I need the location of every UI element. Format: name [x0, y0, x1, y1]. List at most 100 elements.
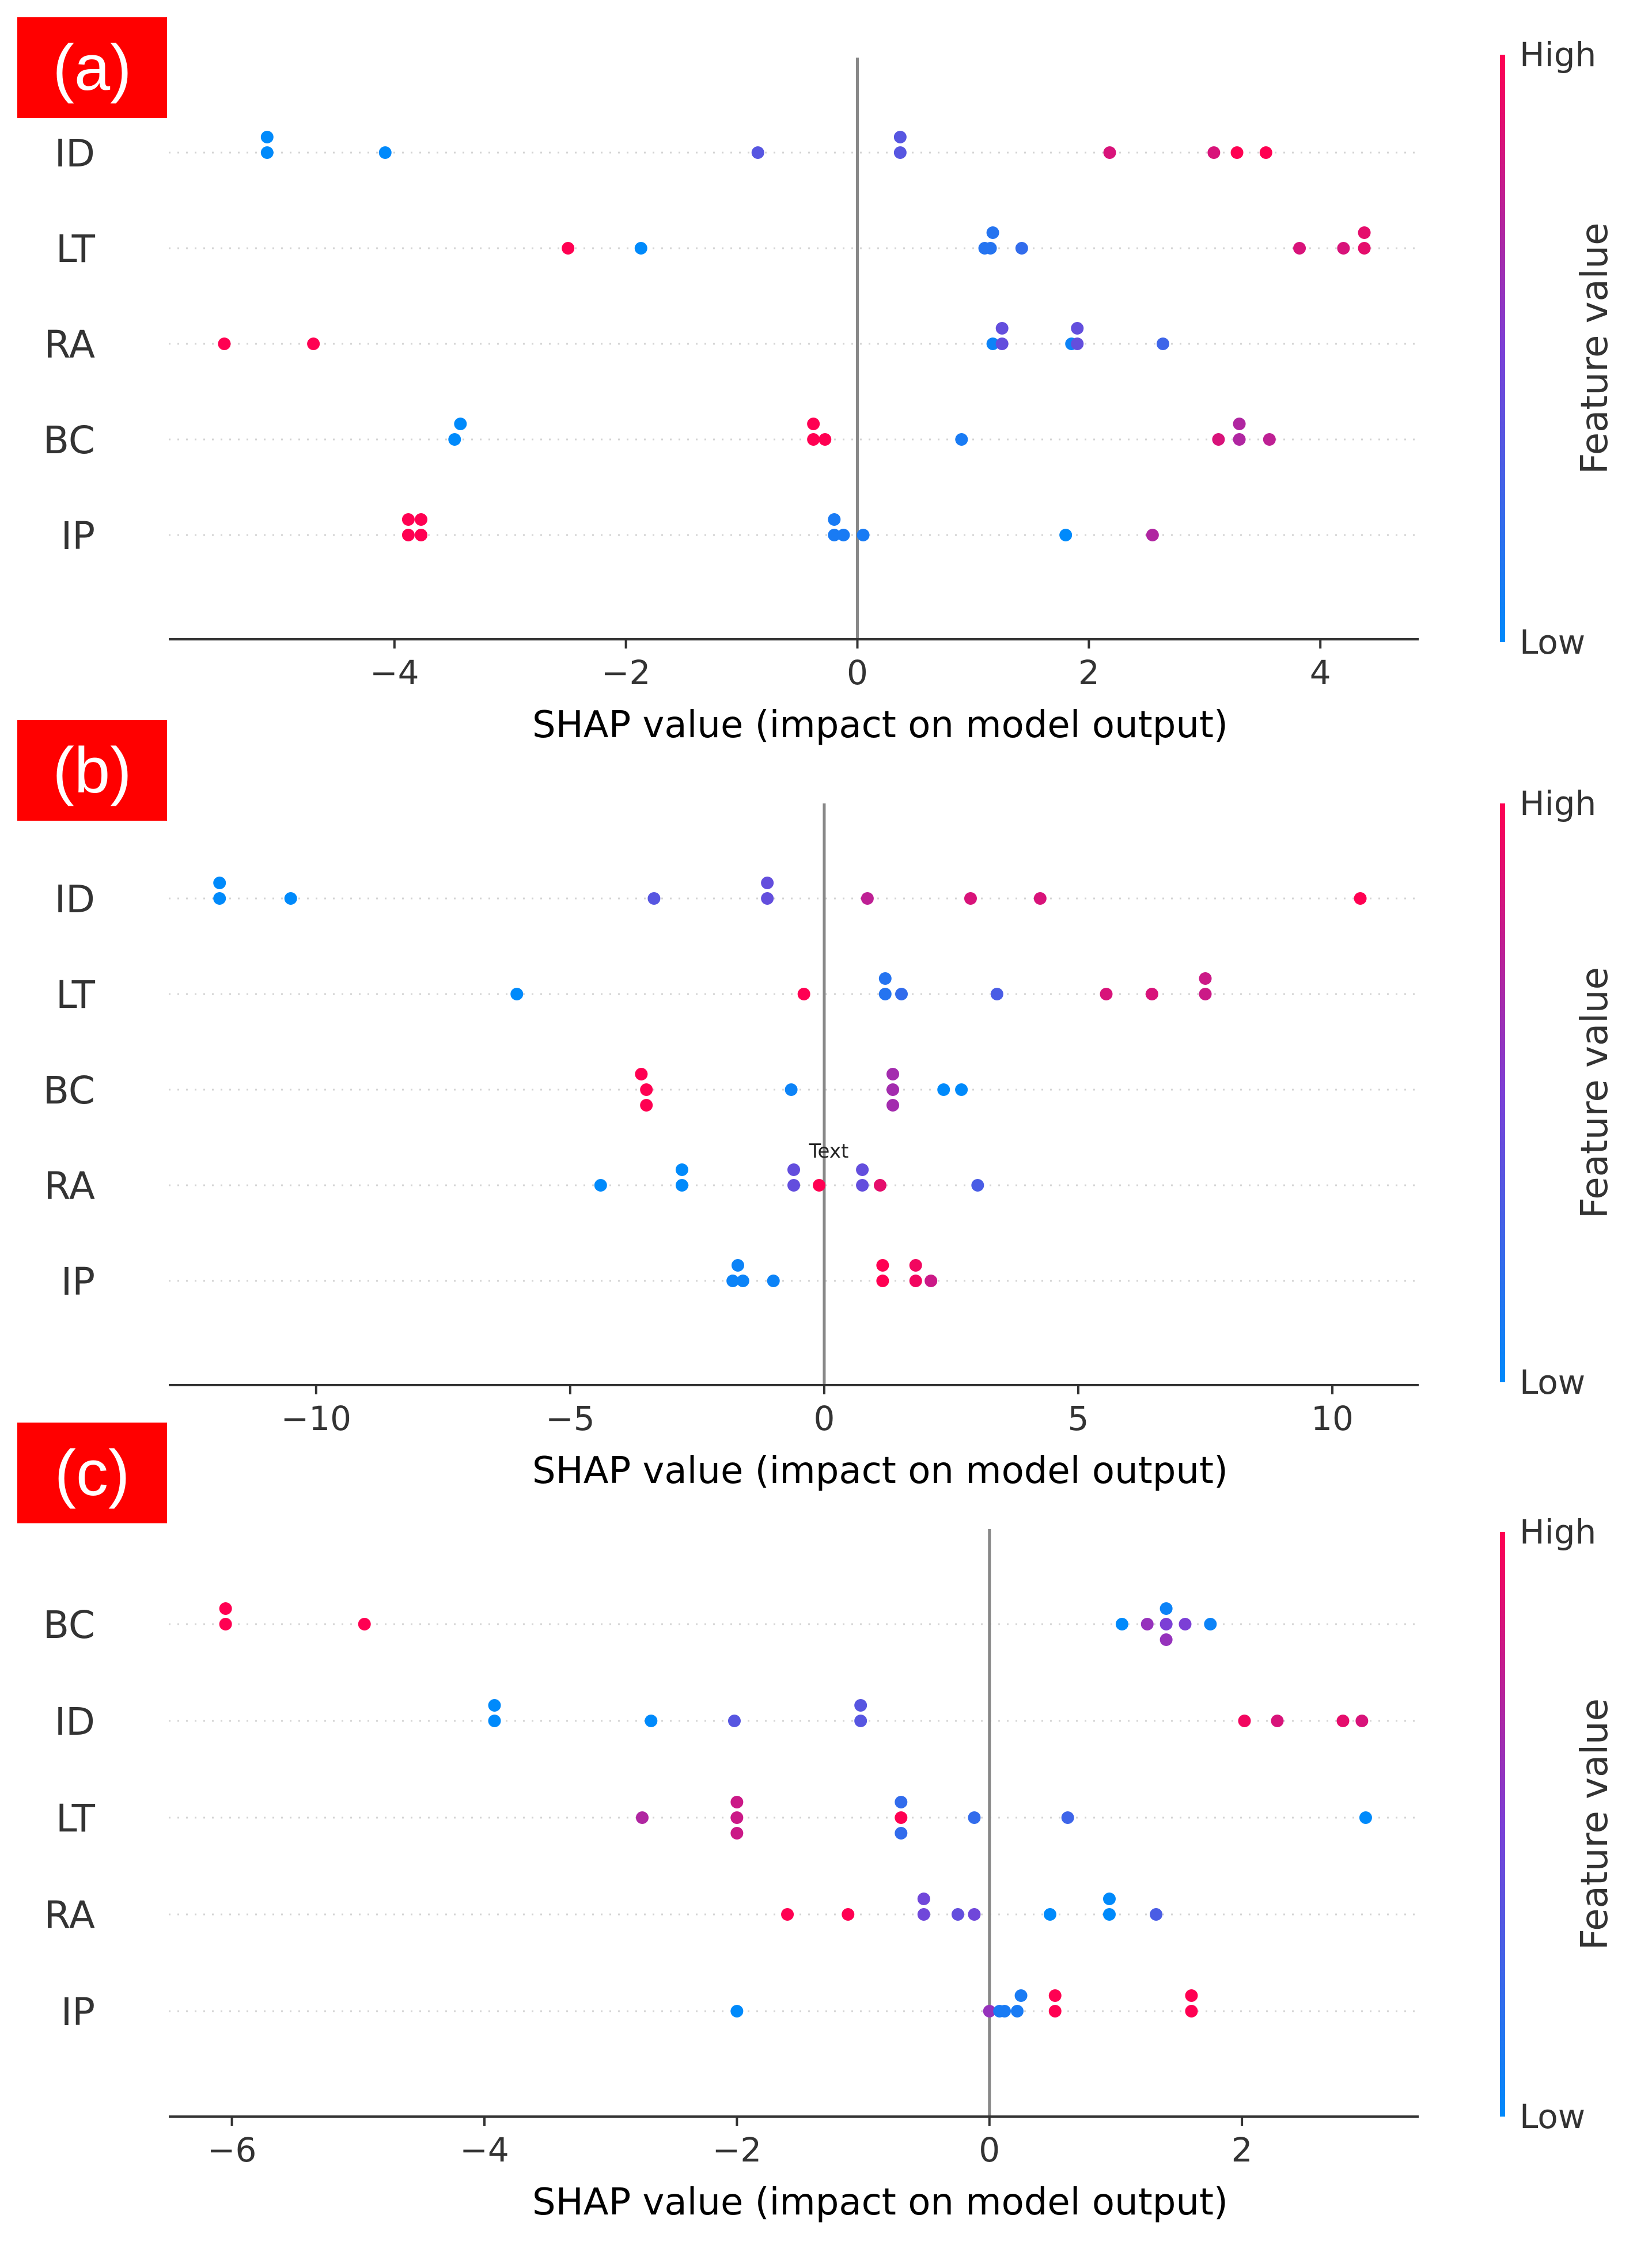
shap-point-ip — [730, 2005, 744, 2018]
shap-point-bc — [819, 433, 832, 446]
shap-point-id — [488, 1699, 501, 1712]
shap-point-lt — [730, 1827, 744, 1840]
shap-point-bc — [886, 1083, 900, 1096]
shap-point-bc — [1233, 418, 1246, 430]
shap-point-bc — [1263, 433, 1276, 446]
colorbar-title: Feature value — [1574, 223, 1616, 475]
colorbar-low-label: Low — [1520, 623, 1585, 662]
shap-point-ip — [736, 1275, 749, 1287]
shap-plot-b: ID LT BC RA IP −10 −5 0 5 10 SHAP value (impact on… — [43, 784, 1616, 1492]
shap-point-ra — [995, 337, 1009, 350]
shap-point-ip — [1048, 1989, 1062, 2002]
x-tick-label: 0 — [813, 1399, 835, 1438]
shap-point-lt — [1015, 242, 1028, 255]
shap-point-ra — [781, 1908, 794, 1921]
colorbar — [1500, 55, 1505, 642]
shap-point-bc — [1160, 1618, 1173, 1630]
shap-point-id — [1259, 146, 1272, 159]
feature-label-id: ID — [55, 1700, 95, 1744]
shap-point-lt — [562, 242, 575, 255]
panel-c: (c) BC ID LT RA IP −6 −4 −2 0 2 SHAP value (impact… — [0, 1423, 1652, 2245]
x-tick-label: 2 — [1232, 2130, 1253, 2170]
shap-point-id — [260, 131, 274, 143]
shap-point-ip — [726, 1275, 740, 1287]
shap-point-ip — [415, 529, 428, 541]
shap-point-ip — [401, 529, 415, 541]
shap-point-id — [893, 146, 907, 159]
shap-point-ra — [675, 1163, 688, 1176]
shap-point-ra — [873, 1179, 886, 1192]
shap-point-id — [761, 892, 774, 905]
shap-point-ip — [983, 2005, 996, 2018]
shap-point-ra — [218, 337, 231, 350]
shap-point-lt — [878, 972, 892, 985]
x-tick-label: 2 — [1078, 653, 1100, 692]
shap-point-ra — [917, 1893, 930, 1905]
shap-point-bc — [219, 1602, 232, 1615]
shap-point-ip — [998, 2005, 1011, 2018]
shap-point-ra — [995, 322, 1009, 335]
shap-point-ip — [828, 513, 841, 526]
shap-point-ip — [837, 529, 850, 541]
shap-point-ip — [1014, 1989, 1028, 2002]
shap-point-lt — [1199, 988, 1212, 1000]
shap-point-id — [488, 1715, 501, 1727]
shap-point-id — [1230, 146, 1244, 159]
annotation-text: Text — [809, 1140, 849, 1163]
shap-point-lt — [878, 988, 892, 1000]
shap-point-id — [284, 892, 297, 905]
shap-point-ra — [787, 1179, 800, 1192]
feature-label-lt: LT — [56, 1796, 96, 1841]
x-tick-label: −4 — [460, 2130, 509, 2170]
shap-point-id — [1271, 1715, 1284, 1727]
shap-point-bc — [886, 1068, 900, 1080]
feature-label-bc: BC — [43, 1603, 95, 1647]
colorbar-high-label: High — [1520, 35, 1596, 74]
shap-point-bc — [955, 1083, 968, 1096]
colorbar-title: Feature value — [1574, 967, 1616, 1219]
shap-point-ip — [401, 513, 415, 526]
shap-point-lt — [635, 1811, 649, 1824]
shap-point-id — [854, 1699, 867, 1712]
shap-point-bc — [1233, 433, 1246, 446]
shap-point-ip — [876, 1275, 889, 1287]
shap-point-ra — [842, 1908, 855, 1921]
x-axis-title: SHAP value (impact on model output) — [532, 1450, 1228, 1492]
shap-point-ip — [857, 529, 870, 541]
shap-point-ra — [986, 337, 999, 350]
shap-point-bc — [1160, 1633, 1173, 1646]
colorbar-high-label: High — [1520, 784, 1596, 823]
shap-point-ra — [917, 1908, 930, 1921]
shap-point-lt — [1359, 1811, 1372, 1824]
shap-point-ra — [594, 1179, 607, 1192]
shap-point-ra — [1043, 1908, 1056, 1921]
shap-point-id — [1033, 892, 1047, 905]
feature-label-bc: BC — [43, 1068, 95, 1113]
shap-point-ip — [1059, 529, 1073, 541]
panel-b-label: (b) — [17, 720, 167, 821]
shap-point-bc — [219, 1618, 232, 1630]
shap-point-ip — [828, 529, 841, 541]
shap-point-bc — [807, 433, 820, 446]
shap-point-id — [1336, 1715, 1350, 1727]
x-tick-label: 0 — [847, 653, 868, 692]
shap-point-bc — [937, 1083, 950, 1096]
feature-label-id: ID — [55, 877, 95, 921]
shap-point-id — [645, 1715, 658, 1727]
x-tick-label: −6 — [207, 2130, 257, 2170]
shap-point-ra — [971, 1179, 984, 1192]
feature-label-ra: RA — [44, 323, 95, 367]
shap-point-id — [647, 892, 661, 905]
colorbar — [1500, 1532, 1505, 2117]
shap-point-lt — [1199, 972, 1212, 985]
x-tick-label: 5 — [1068, 1399, 1089, 1438]
x-tick-label: 10 — [1311, 1399, 1354, 1438]
shap-point-ip — [1185, 1989, 1198, 2002]
shap-point-ra — [1071, 322, 1084, 335]
shap-point-bc — [1179, 1618, 1192, 1630]
shap-point-id — [728, 1715, 741, 1727]
shap-point-ra — [1102, 1908, 1116, 1921]
shap-point-ra — [307, 337, 320, 350]
panel-c-label: (c) — [17, 1423, 167, 1523]
